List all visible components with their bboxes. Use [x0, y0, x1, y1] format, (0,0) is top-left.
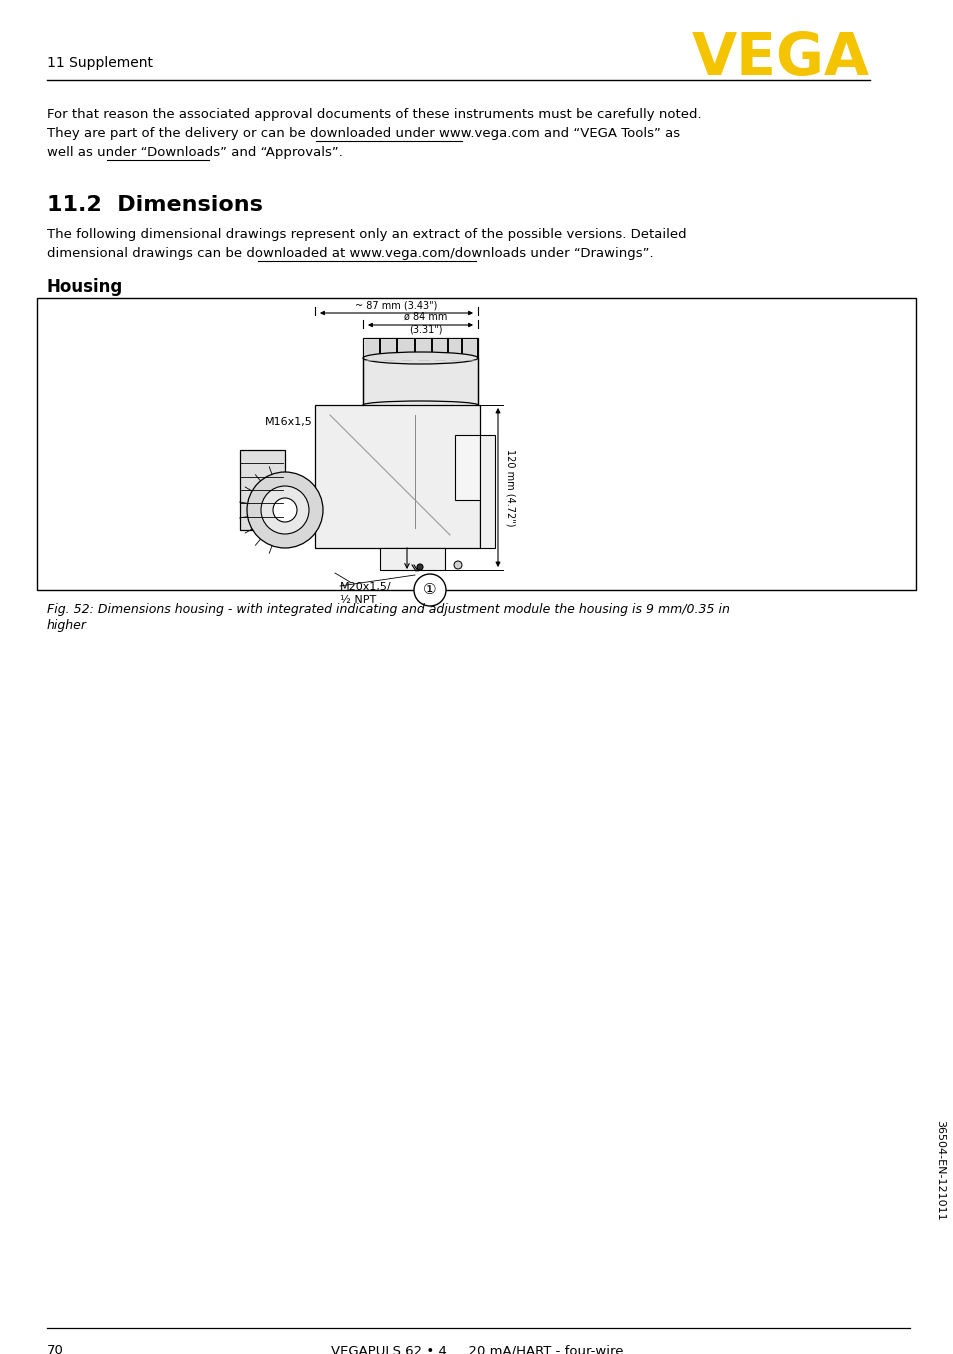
Bar	[363, 338, 379, 357]
Circle shape	[454, 561, 461, 569]
Bar	[379, 548, 444, 570]
Text: ø 84 mm: ø 84 mm	[403, 311, 447, 322]
Text: (3.31"): (3.31")	[408, 324, 442, 334]
Text: 120 mm (4.72"): 120 mm (4.72")	[505, 448, 516, 527]
Bar	[432, 338, 447, 357]
Text: VEGA: VEGA	[691, 30, 869, 87]
Text: ½ NPT: ½ NPT	[339, 594, 375, 605]
Text: They are part of the delivery or can be downloaded under www.vega.com and “VEGA : They are part of the delivery or can be …	[47, 127, 679, 139]
Circle shape	[273, 498, 296, 523]
Text: The following dimensional drawings represent only an extract of the possible ver: The following dimensional drawings repre…	[47, 227, 686, 241]
Text: 11.2  Dimensions: 11.2 Dimensions	[47, 195, 263, 215]
Text: 36504-EN-121011: 36504-EN-121011	[934, 1120, 944, 1220]
Bar	[380, 338, 396, 357]
Bar	[455, 435, 479, 500]
Ellipse shape	[363, 352, 477, 364]
Text: Fig. 52: Dimensions housing - with integrated indicating and adjustment module t: Fig. 52: Dimensions housing - with integ…	[47, 603, 729, 616]
Text: 11 Supplement: 11 Supplement	[47, 56, 152, 70]
Circle shape	[247, 473, 323, 548]
Bar	[314, 405, 479, 548]
Bar	[462, 338, 477, 357]
Ellipse shape	[363, 401, 477, 409]
Bar	[37, 298, 915, 590]
Circle shape	[414, 574, 446, 607]
Text: 70: 70	[47, 1345, 64, 1354]
Text: M16x1,5: M16x1,5	[265, 417, 313, 427]
Bar	[479, 435, 495, 548]
Bar	[397, 338, 414, 357]
Text: well as under “Downloads” and “Approvals”.: well as under “Downloads” and “Approvals…	[47, 146, 342, 158]
Text: dimensional drawings can be downloaded at www.vega.com/downloads under “Drawings: dimensional drawings can be downloaded a…	[47, 246, 653, 260]
Text: VEGAPULS 62 • 4 … 20 mA/HART - four-wire: VEGAPULS 62 • 4 … 20 mA/HART - four-wire	[331, 1345, 622, 1354]
Text: Housing: Housing	[47, 278, 123, 297]
Text: ~ 87 mm (3.43"): ~ 87 mm (3.43")	[355, 301, 437, 310]
Bar	[363, 338, 477, 405]
Bar	[240, 450, 285, 529]
Text: ①: ①	[423, 582, 436, 597]
Circle shape	[261, 486, 309, 533]
Text: For that reason the associated approval documents of these instruments must be c: For that reason the associated approval …	[47, 108, 700, 121]
Bar	[416, 338, 431, 357]
Text: higher: higher	[47, 619, 87, 632]
Circle shape	[416, 565, 422, 570]
Text: M20x1,5/: M20x1,5/	[339, 582, 392, 592]
Bar	[448, 338, 461, 357]
